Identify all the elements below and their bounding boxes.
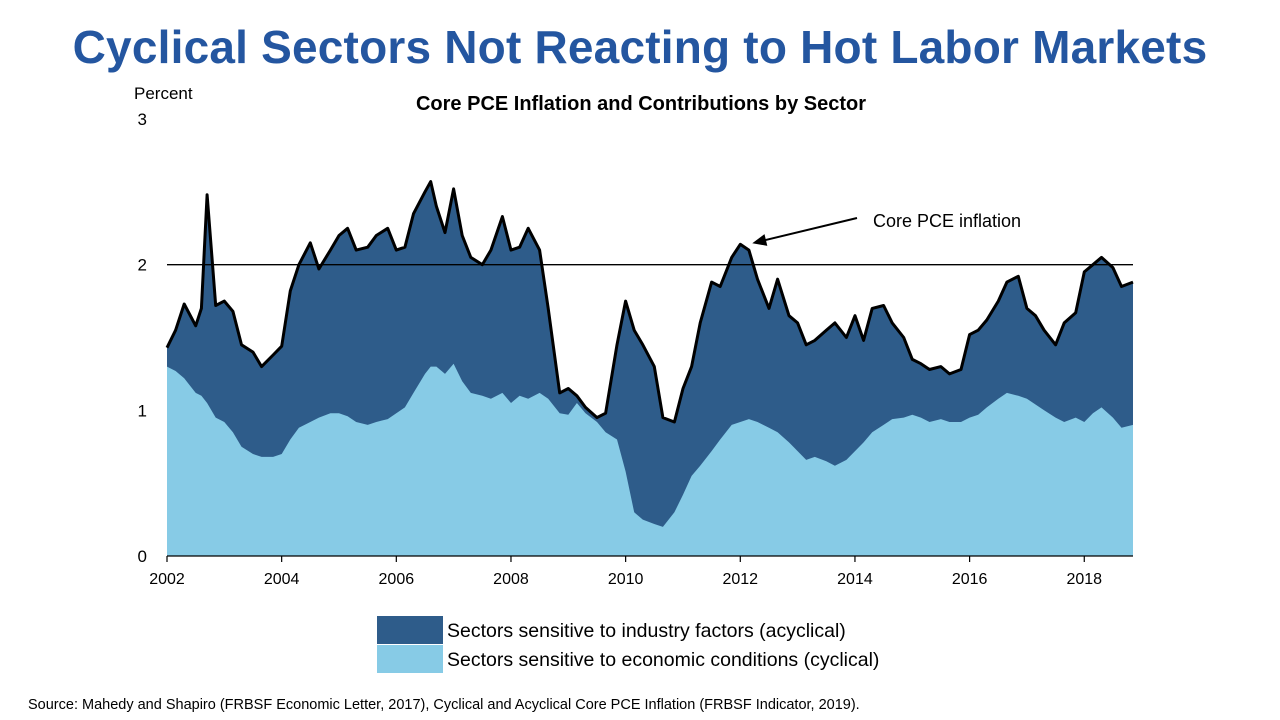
legend-swatch-cyclical: [377, 645, 443, 673]
x-tick-label-2004: 2004: [264, 571, 300, 588]
source-note: Source: Mahedy and Shapiro (FRBSF Econom…: [28, 697, 860, 713]
y-tick-label-1: 1: [138, 401, 147, 420]
x-tick-label-2002: 2002: [149, 571, 185, 588]
slide-title: Cyclical Sectors Not Reacting to Hot Lab…: [72, 21, 1208, 73]
legend: Sectors sensitive to industry factors (a…: [377, 616, 879, 673]
x-tick-label-2006: 2006: [379, 571, 415, 588]
legend-label-cyclical: Sectors sensitive to economic conditions…: [447, 649, 879, 671]
x-tick-label-2008: 2008: [493, 571, 529, 588]
y-tick-label-2: 2: [138, 256, 147, 275]
x-tick-label-2010: 2010: [608, 571, 644, 588]
y-axis-label: Percent: [134, 84, 193, 103]
y-tick-label-3: 3: [138, 110, 147, 129]
legend-swatch-acyclical: [377, 616, 443, 644]
x-tick-label-2016: 2016: [952, 571, 988, 588]
annotation-text: Core PCE inflation: [873, 211, 1021, 231]
cyclical-area: [167, 363, 1133, 556]
core-pce-line: [165, 180, 1134, 424]
x-tick-label-2012: 2012: [722, 571, 758, 588]
annotation-arrow: [760, 217, 858, 243]
y-tick-label-0: 0: [138, 547, 147, 566]
x-tick-label-2018: 2018: [1066, 571, 1102, 588]
chart-title: Core PCE Inflation and Contributions by …: [416, 93, 866, 115]
plot-area: 2002 2004 2006 2008 2010 2012 2014 2016 2018 0 1 2 3…: [138, 110, 1134, 588]
annotation-arrowhead: [752, 234, 768, 246]
x-tick-label-2014: 2014: [837, 571, 873, 588]
legend-label-acyclical: Sectors sensitive to industry factors (a…: [447, 620, 846, 642]
